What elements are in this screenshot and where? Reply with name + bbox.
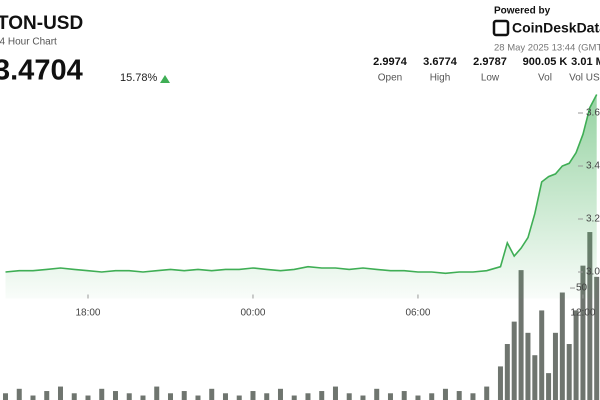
- volume-bar: [264, 393, 270, 400]
- volume-bar: [539, 310, 545, 400]
- stat-label: Vol USD: [569, 73, 600, 84]
- stat-label: High: [430, 73, 451, 84]
- chart-title: TON-USD: [0, 13, 83, 34]
- volume-bar: [332, 386, 338, 400]
- x-tick-label: 06:00: [405, 308, 430, 319]
- volume-bar: [291, 395, 297, 400]
- x-tick-label: 18:00: [75, 308, 100, 319]
- volume-bar: [470, 393, 476, 400]
- stat-value: 3.01 M: [571, 56, 600, 68]
- volume-bar: [16, 388, 22, 400]
- stat-label: Low: [481, 73, 500, 84]
- x-tick-label: 12:00: [570, 308, 595, 319]
- volume-bar: [415, 395, 421, 400]
- volume-bar: [346, 393, 352, 400]
- volume-bar: [497, 366, 503, 400]
- volume-bar: [30, 395, 36, 400]
- volume-bar: [532, 355, 538, 400]
- volume-bar: [140, 395, 146, 400]
- volume-bar: [484, 386, 490, 400]
- up-arrow: [160, 75, 170, 83]
- volume-bar: [44, 391, 50, 400]
- volume-bar: [57, 386, 63, 400]
- brand-logo: [492, 19, 510, 37]
- volume-bar: [250, 391, 256, 400]
- x-tick-label: 00:00: [240, 308, 265, 319]
- volume-bar: [504, 344, 510, 400]
- volume-bar: [195, 395, 201, 400]
- stat-label: Vol: [538, 73, 552, 84]
- volume-bar: [112, 391, 118, 400]
- y-tick-label: 3.6: [586, 108, 600, 119]
- volume-bar: [71, 393, 77, 400]
- powered-by: Powered by: [494, 6, 551, 17]
- change: 15.78%: [120, 72, 158, 84]
- volume-bar: [319, 391, 325, 400]
- volume-bar: [587, 232, 593, 400]
- volume-bar: [518, 270, 524, 400]
- volume-bar: [374, 388, 380, 400]
- volume-bar: [126, 393, 132, 400]
- volume-bar: [236, 395, 242, 400]
- price: 3.4704: [0, 55, 83, 87]
- volume-bar: [573, 310, 579, 400]
- volume-bar: [552, 332, 558, 400]
- y-tick-label: 3.2: [586, 214, 600, 225]
- stat-label: Open: [378, 73, 402, 84]
- y-tick-label: 3.0: [586, 267, 600, 278]
- volume-bar: [99, 388, 105, 400]
- volume-bar: [546, 373, 552, 400]
- volume-bar: [511, 321, 517, 400]
- volume-bar: [442, 388, 448, 400]
- timestamp: 28 May 2025 13:44 (GMT: [494, 43, 600, 54]
- volume-bar: [181, 391, 187, 400]
- subtitle: 24 Hour Chart: [0, 37, 57, 48]
- volume-bar: [429, 393, 435, 400]
- volume-bar: [401, 391, 407, 400]
- volume-bar: [387, 393, 393, 400]
- y2-tick-label: 50: [576, 283, 588, 294]
- volume-bar: [594, 276, 600, 400]
- brand: CoinDeskData: [512, 20, 600, 36]
- stat-value: 3.6774: [423, 56, 458, 68]
- stat-value: 900.05 K: [523, 56, 568, 68]
- y-tick-label: 3.4: [586, 161, 600, 172]
- volume-bar: [360, 395, 366, 400]
- volume-bar: [456, 391, 462, 400]
- price-area: [5, 94, 597, 299]
- volume-bar: [167, 393, 173, 400]
- stat-value: 2.9787: [473, 56, 507, 68]
- volume-bar: [85, 395, 91, 400]
- volume-bar: [277, 388, 283, 400]
- volume-bar: [154, 386, 160, 400]
- stat-value: 2.9974: [373, 56, 408, 68]
- volume-bar: [2, 393, 8, 400]
- volume-bar: [580, 265, 586, 400]
- price-line: [5, 94, 598, 275]
- volume-bar: [209, 388, 215, 400]
- volume-bar: [222, 393, 228, 400]
- volume-bar: [305, 393, 311, 400]
- volume-bar: [559, 292, 565, 400]
- volume-bar: [566, 344, 572, 400]
- volume-bar: [525, 332, 531, 400]
